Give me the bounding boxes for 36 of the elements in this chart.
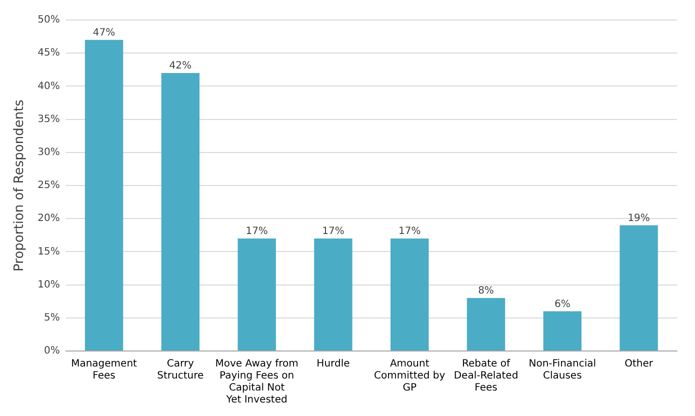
bar: [466, 298, 506, 350]
data-label: 19%: [628, 212, 650, 224]
y-tick-label: 15%: [38, 246, 60, 258]
bar: [84, 40, 124, 350]
y-tick-label: 25%: [38, 180, 60, 192]
bar: [620, 225, 658, 350]
bar: [390, 238, 429, 350]
data-label: 6%: [554, 298, 570, 310]
x-tick-label: Management Fees: [71, 358, 138, 382]
data-label: 47%: [92, 27, 116, 38]
bar: [238, 238, 276, 350]
data-label: 42%: [169, 60, 192, 72]
data-label: 17%: [246, 226, 268, 238]
y-tick-label: 50%: [38, 14, 60, 26]
data-label: 17%: [398, 226, 421, 238]
y-tick-label: 10%: [38, 279, 60, 290]
bar: [543, 311, 582, 350]
x-tick-label: Move Away from Paying Fees on Capital Not Yet Invested: [215, 358, 298, 406]
data-label: 8%: [478, 286, 494, 297]
y-tick-label: 45%: [38, 48, 60, 59]
y-tick-label: 30%: [38, 146, 60, 158]
y-tick-label: 40%: [38, 80, 60, 92]
y-tick-label: 20%: [38, 213, 60, 224]
bar: [161, 72, 200, 350]
x-tick-label: Hurdle: [316, 358, 350, 370]
bar: [314, 238, 352, 350]
x-tick-label: Rebate of Deal-Related Fees: [454, 358, 518, 394]
x-tick-label: Amount Committed by GP: [374, 358, 446, 394]
y-tick-label: 0%: [44, 346, 60, 357]
x-tick-label: Non-Financial Clauses: [528, 358, 596, 382]
x-tick-label: Other: [624, 358, 654, 370]
x-tick-label: Carry Structure: [157, 358, 204, 382]
y-tick-label: 35%: [38, 114, 60, 125]
y-tick-label: 5%: [44, 312, 60, 324]
data-label: 17%: [322, 226, 344, 238]
y-axis-title: Proportion of Respondents: [12, 99, 28, 272]
